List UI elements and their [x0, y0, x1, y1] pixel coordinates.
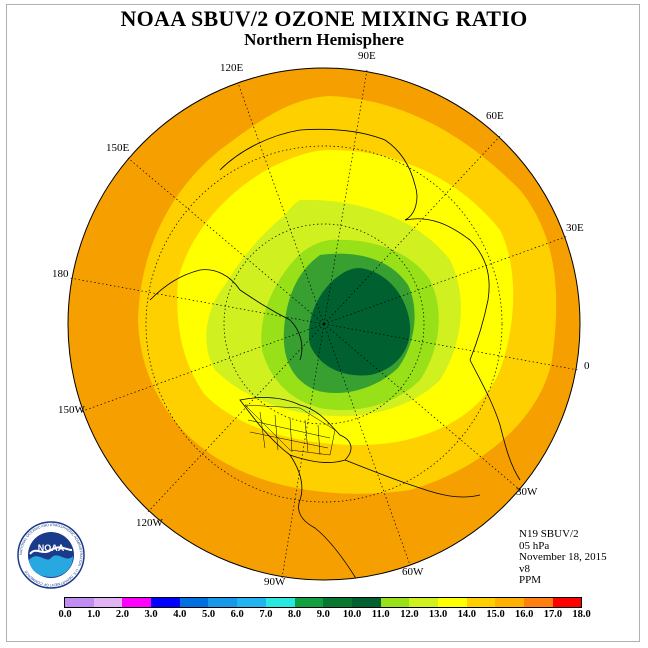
- colorbar-swatch: [237, 598, 266, 607]
- colorbar-swatch: [495, 598, 524, 607]
- ozone-region-core: [308, 268, 411, 376]
- version-label: v8: [519, 562, 530, 575]
- colorbar-tick-label: 8.0: [288, 609, 302, 620]
- colorbar-swatch: [208, 598, 238, 607]
- colorbar-swatch: [351, 598, 381, 607]
- noaa-logo: NOAA NATIONAL OCEANIC AND ATMOSPHERIC AD…: [17, 521, 85, 589]
- lon-label-120e: 120E: [220, 62, 244, 74]
- colorbar-swatch: [552, 598, 582, 607]
- colorbar-swatch: [179, 598, 209, 607]
- colorbar-tick-label: 14.0: [457, 609, 476, 620]
- colorbar-tick-label: 18.0: [572, 609, 591, 620]
- colorbar-tick-label: 11.0: [371, 609, 390, 620]
- pressure-level-label: 05 hPa: [519, 539, 550, 552]
- lon-label-120w: 120W: [136, 517, 163, 529]
- colorbar-tick-label: 16.0: [515, 609, 534, 620]
- colorbar-tick-label: 1.0: [87, 609, 101, 620]
- lon-label-180: 180: [52, 268, 69, 280]
- colorbar-tick-label: 12.0: [400, 609, 419, 620]
- colorbar-tick-label: 17.0: [543, 609, 563, 620]
- product-info: N19 SBUV/2 05 hPa November 18, 2015 v8 P…: [519, 528, 607, 587]
- colorbar-swatch: [409, 598, 438, 607]
- satellite-label: N19 SBUV/2: [519, 528, 579, 540]
- lon-label-90w: 90W: [264, 576, 286, 588]
- lon-label-60w: 60W: [402, 566, 424, 578]
- colorbar-swatch: [265, 598, 295, 607]
- lon-label-30e: 30E: [566, 222, 584, 234]
- colorbar-swatch: [524, 598, 553, 607]
- colorbar-swatch: [93, 598, 123, 607]
- continent-outlines: [149, 128, 521, 580]
- colorbar-tick-label: 15.0: [486, 609, 505, 620]
- colorbar-swatch: [294, 598, 324, 607]
- colorbar-swatch: [380, 598, 410, 607]
- colorbar-tick-label: 13.0: [428, 609, 448, 620]
- colorbar-tick-label: 0.0: [58, 609, 72, 620]
- map-border: [67, 67, 581, 581]
- colorbar-ticks: 0.0 1.0 2.0 3.0 4.0 5.0 6.0 7.0 8.0 9.0 10.0 11.0 12…: [58, 609, 590, 623]
- colorbar-tick-label: 10.0: [342, 609, 362, 620]
- colorbar-tick-label: 2.0: [115, 609, 129, 620]
- colorbar-swatch: [437, 598, 467, 607]
- colorbar-swatch: [151, 598, 180, 607]
- colorbar-swatch: [466, 598, 496, 607]
- plot-frame: [6, 4, 640, 642]
- lon-label-30w: 30W: [516, 486, 538, 498]
- lon-label-0: 0: [584, 360, 590, 372]
- date-label: November 18, 2015: [519, 551, 607, 563]
- lon-label-150e: 150E: [106, 142, 130, 154]
- colorbar-swatch: [323, 598, 352, 607]
- colorbar-tick-label: 3.0: [144, 609, 158, 620]
- us-state-outlines: [244, 404, 336, 456]
- colorbar-tick-label: 7.0: [259, 609, 273, 620]
- colorbar-tick-label: 9.0: [316, 609, 330, 620]
- lon-label-150w: 150W: [58, 404, 85, 416]
- lon-label-60e: 60E: [486, 110, 504, 122]
- colorbar-tick-label: 4.0: [173, 609, 187, 620]
- page-title: NOAA SBUV/2 OZONE MIXING RATIO: [120, 6, 528, 31]
- units-label: PPM: [519, 574, 542, 586]
- colorbar-tick-label: 5.0: [201, 609, 216, 620]
- colorbar-swatch: [122, 598, 152, 607]
- graticule: [69, 69, 579, 579]
- colorbar-swatch: [65, 598, 94, 607]
- colorbar-tick-label: 6.0: [230, 609, 244, 620]
- page-subtitle: Northern Hemisphere: [244, 30, 404, 49]
- colorbar: [64, 597, 583, 608]
- logo-text: NOAA: [38, 543, 65, 553]
- lon-label-90e: 90E: [358, 50, 376, 62]
